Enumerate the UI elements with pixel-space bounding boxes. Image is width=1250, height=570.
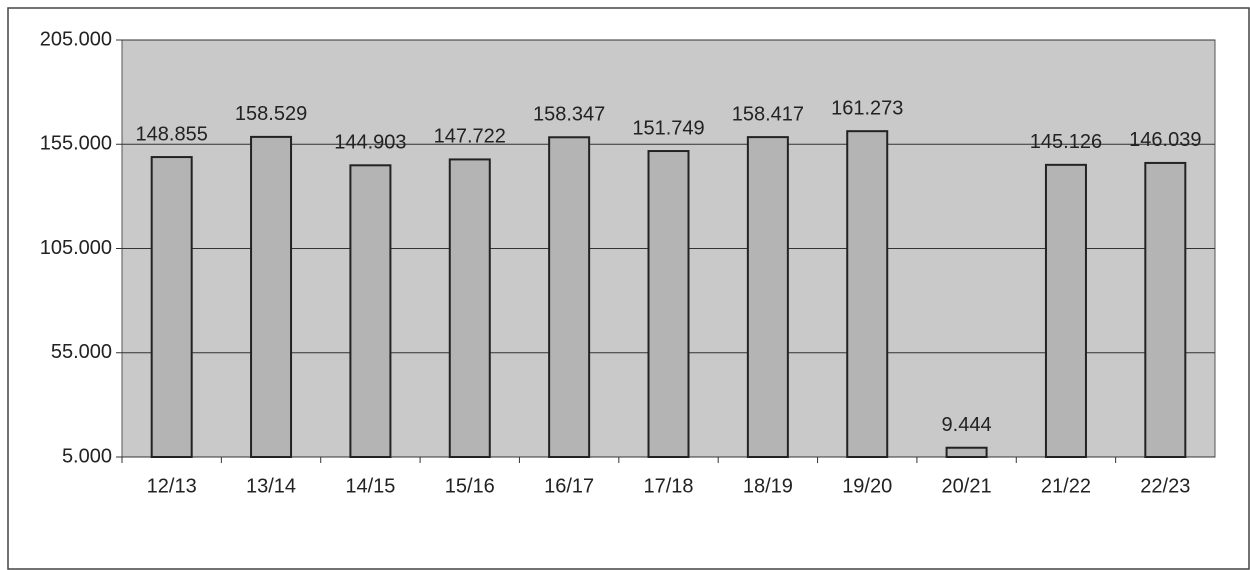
data-label: 151.749 bbox=[632, 117, 704, 139]
data-label: 148.855 bbox=[136, 123, 208, 145]
bar bbox=[250, 135, 293, 458]
x-tick-label: 20/21 bbox=[942, 475, 992, 497]
bar bbox=[1144, 161, 1187, 458]
bar bbox=[846, 130, 889, 458]
x-tick-label: 13/14 bbox=[246, 475, 296, 497]
x-tick-label: 19/20 bbox=[842, 475, 892, 497]
bar bbox=[945, 446, 988, 458]
bar bbox=[548, 136, 591, 458]
data-label: 144.903 bbox=[334, 132, 406, 154]
data-label: 147.722 bbox=[434, 126, 506, 148]
y-tick-label: 155.000 bbox=[40, 133, 112, 155]
bar bbox=[349, 164, 392, 458]
data-label: 158.417 bbox=[732, 103, 804, 125]
x-tick-label: 15/16 bbox=[445, 475, 495, 497]
data-label: 158.347 bbox=[533, 104, 605, 126]
bar bbox=[448, 158, 491, 459]
x-tick-label: 16/17 bbox=[544, 475, 594, 497]
x-tick-label: 12/13 bbox=[147, 475, 197, 497]
y-tick-label: 205.000 bbox=[40, 28, 112, 50]
bar bbox=[647, 150, 690, 459]
data-label: 161.273 bbox=[831, 97, 903, 119]
bar bbox=[1044, 163, 1087, 459]
data-label: 9.444 bbox=[942, 414, 992, 436]
x-tick-label: 22/23 bbox=[1140, 475, 1190, 497]
y-tick-label: 5.000 bbox=[62, 445, 112, 467]
x-tick-label: 18/19 bbox=[743, 475, 793, 497]
y-tick-label: 55.000 bbox=[51, 341, 112, 363]
data-label: 158.529 bbox=[235, 103, 307, 125]
x-tick-label: 17/18 bbox=[643, 475, 693, 497]
x-tick-label: 14/15 bbox=[345, 475, 395, 497]
y-tick-label: 105.000 bbox=[40, 237, 112, 259]
data-label: 146.039 bbox=[1129, 129, 1201, 151]
bar bbox=[746, 136, 789, 458]
x-tick-label: 21/22 bbox=[1041, 475, 1091, 497]
data-label: 145.126 bbox=[1030, 131, 1102, 153]
bar bbox=[150, 156, 193, 459]
